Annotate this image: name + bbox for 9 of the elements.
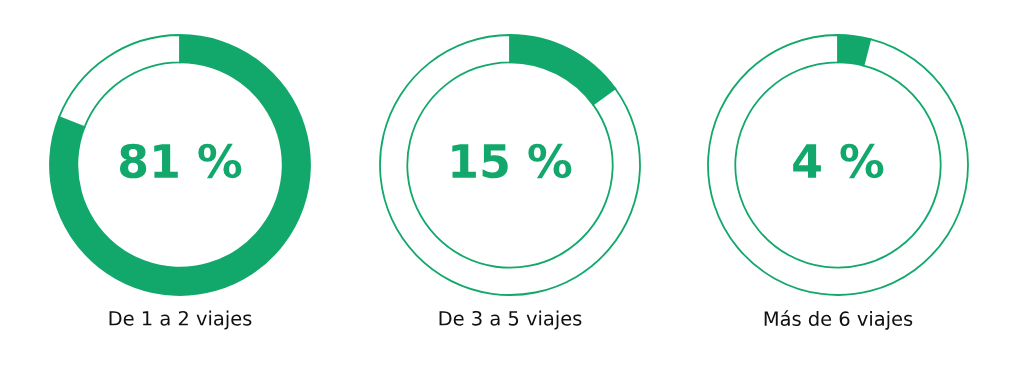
text: De 3 a 5 viajes xyxy=(439,310,582,330)
text: De 1 a 2 viajes xyxy=(109,310,252,330)
data-label: 15 % xyxy=(452,143,572,179)
text: Más de 6 viajes xyxy=(764,310,913,330)
donut-slice xyxy=(707,34,969,296)
donut-slice xyxy=(379,34,641,296)
data-label: 81 % xyxy=(119,143,242,179)
data-label: 4 % xyxy=(793,143,884,179)
donut-slice xyxy=(49,34,311,296)
